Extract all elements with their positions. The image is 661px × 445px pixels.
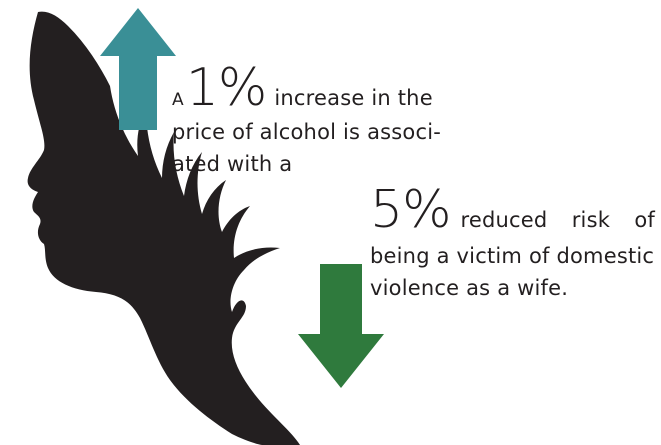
statement2-word-reduced: reduced (460, 208, 548, 232)
statement-price-increase: A 1% increase in the price of alcohol is… (172, 62, 462, 180)
statement2-word-risk: risk (571, 208, 611, 232)
statement1-line3: ated with a (172, 152, 293, 176)
statement1-line1: A 1% increase in the (172, 62, 462, 116)
statement2-line1-words: reduced risk of (461, 204, 656, 236)
statement2-number: 5% (370, 180, 451, 240)
statement2-line1: 5% reduced risk of (370, 184, 655, 240)
statement2-line2: being a victim of domestic (370, 244, 655, 268)
statement-reduced-risk: 5% reduced risk of being a victim of dom… (370, 184, 655, 304)
statement2-line3: violence as a wife. (370, 276, 569, 300)
statement1-line2: price of alcohol is associ- (172, 120, 442, 144)
arrow-up-icon (100, 8, 176, 130)
arrow-down-icon (298, 264, 384, 388)
statement1-prefix: A (172, 90, 184, 110)
statement1-number: 1% (185, 58, 267, 118)
statement2-word-of: of (634, 208, 655, 232)
statement1-line1-rest: increase in the (274, 86, 433, 110)
